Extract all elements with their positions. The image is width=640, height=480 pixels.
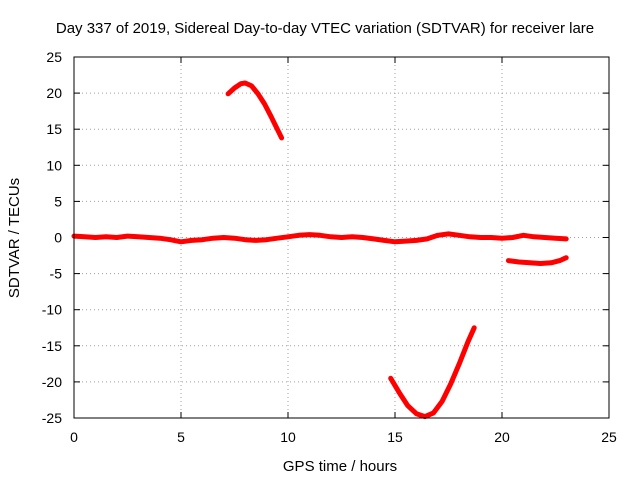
y-tick-label: -5 xyxy=(50,266,63,282)
chart-title: Day 337 of 2019, Sidereal Day-to-day VTE… xyxy=(56,20,594,37)
y-tick-label: 15 xyxy=(46,121,62,137)
x-tick-label: 10 xyxy=(280,429,296,445)
y-tick-label: -15 xyxy=(42,338,62,354)
series-evening-offset xyxy=(505,255,569,266)
series-afternoon-trough xyxy=(388,325,477,420)
y-tick-label: -10 xyxy=(42,302,62,318)
y-axis-label: SDTVAR / TECUs xyxy=(6,178,23,298)
x-tick-label: 0 xyxy=(70,429,78,445)
y-tick-label: 25 xyxy=(46,49,62,65)
x-tick-label: 20 xyxy=(494,429,510,445)
series xyxy=(71,80,569,420)
plot-frame xyxy=(73,56,610,419)
y-tick-label: 20 xyxy=(46,85,62,101)
ticks: 0 5 10 15 20 25 -25 -20 -15 -10 -5 0 5 10 15 20 25 xyxy=(42,49,617,445)
x-tick-label: 15 xyxy=(387,429,403,445)
y-tick-label: 10 xyxy=(46,157,62,173)
y-tick-label: -25 xyxy=(42,410,62,426)
x-tick-label: 5 xyxy=(177,429,185,445)
y-tick-label: -20 xyxy=(42,374,62,390)
y-tick-label: 5 xyxy=(54,193,62,209)
x-axis-label: GPS time / hours xyxy=(283,458,397,475)
series-morning-peak xyxy=(225,80,285,141)
y-tick-label: 0 xyxy=(54,230,62,246)
x-tick-label: 25 xyxy=(601,429,617,445)
series-baseline xyxy=(71,231,569,245)
